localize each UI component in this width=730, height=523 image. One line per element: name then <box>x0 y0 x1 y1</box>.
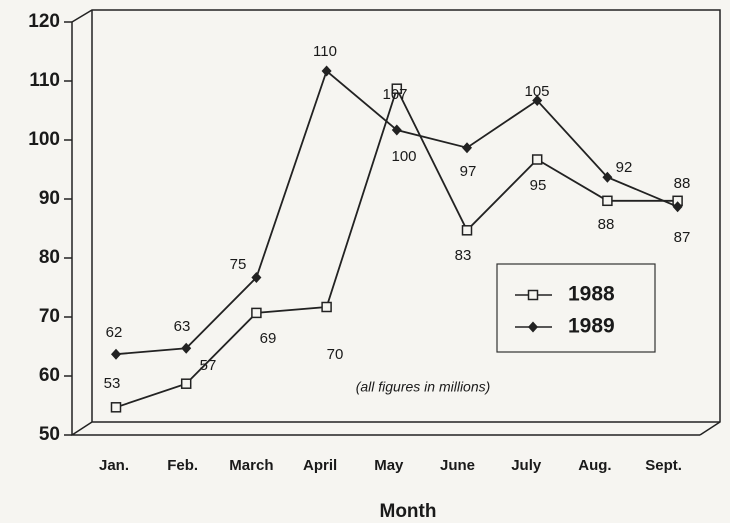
data-label: 107 <box>382 86 407 103</box>
point <box>672 201 683 213</box>
x-tick-label: Sept. <box>645 457 682 474</box>
x-tick-label: Feb. <box>167 457 198 474</box>
data-label: 110 <box>313 43 337 60</box>
point <box>532 95 543 106</box>
point <box>111 348 121 360</box>
point <box>527 289 539 301</box>
point <box>528 321 538 333</box>
point <box>391 124 402 136</box>
point <box>531 154 543 165</box>
data-label: 100 <box>391 148 416 165</box>
point <box>180 378 192 389</box>
data-label: 69 <box>260 330 277 347</box>
series-line <box>115 69 678 356</box>
x-tick-label: July <box>511 457 542 474</box>
data-label: 97 <box>460 163 477 180</box>
data-label: 75 <box>230 256 247 273</box>
axes <box>71 10 720 436</box>
x-tick-label: Aug. <box>578 457 611 474</box>
data-label: 92 <box>616 159 633 176</box>
y-tick-label: 50 <box>39 424 60 445</box>
x-tick-label: June <box>440 457 475 474</box>
data-label: 88 <box>598 216 615 233</box>
y-tick-label: 70 <box>39 306 60 327</box>
point <box>461 225 473 236</box>
data-label: 53 <box>104 375 121 392</box>
annotation: (all figures in millions) <box>356 379 491 395</box>
y-tick-label: 90 <box>39 188 60 209</box>
point <box>602 195 613 207</box>
legend-label: 1988 <box>568 283 615 306</box>
data-label: 70 <box>327 346 344 363</box>
point <box>321 65 332 77</box>
data-label: 88 <box>674 175 691 192</box>
data-label: 63 <box>174 318 191 335</box>
y-tick-label: 80 <box>39 247 60 268</box>
y-tick-label: 100 <box>28 129 60 150</box>
point <box>110 402 122 413</box>
data-label: 83 <box>455 247 472 264</box>
x-axis-label: Month <box>380 501 437 522</box>
data-label: 57 <box>200 357 217 374</box>
x-tick-label: April <box>303 457 337 474</box>
data-label: 62 <box>106 324 123 341</box>
y-tick-label: 110 <box>29 70 60 91</box>
data-label: 87 <box>674 229 691 246</box>
point <box>181 342 192 354</box>
legend-label: 1989 <box>568 315 615 338</box>
point <box>251 272 262 283</box>
x-tick-label: May <box>374 457 404 474</box>
data-label: 105 <box>524 83 549 100</box>
point <box>462 142 472 154</box>
y-tick-label: 60 <box>39 365 60 386</box>
x-tick-label: March <box>229 457 273 474</box>
point <box>391 83 403 94</box>
point <box>602 171 613 183</box>
data-label: 95 <box>530 177 547 194</box>
point <box>251 307 262 319</box>
back-wall <box>71 9 721 436</box>
point <box>321 301 332 313</box>
legend-box <box>496 263 656 353</box>
y-tick-label: 120 <box>28 11 60 32</box>
x-tick-label: Jan. <box>99 457 129 474</box>
